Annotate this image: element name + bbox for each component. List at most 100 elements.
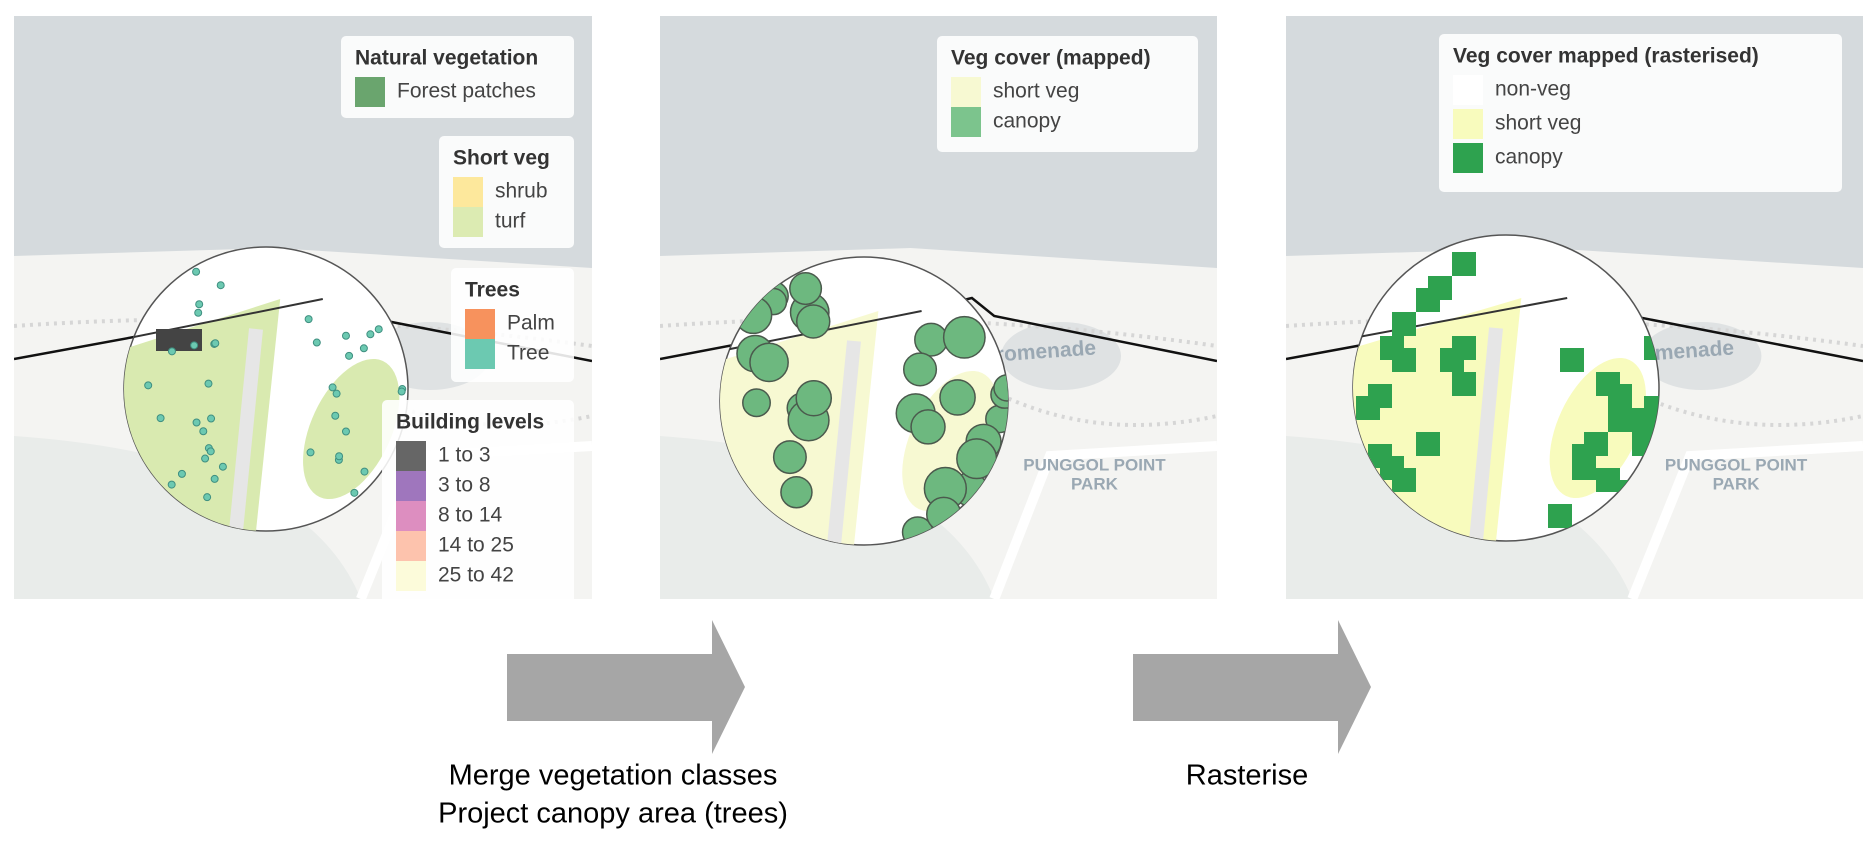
pond	[1641, 322, 1762, 390]
raster-cell	[1380, 384, 1392, 396]
raster-cell	[1608, 408, 1620, 420]
tree	[206, 447, 215, 456]
raster-cell	[1380, 444, 1392, 456]
legend-box	[341, 36, 574, 118]
raster-cell	[1464, 252, 1476, 264]
raster-cell	[1428, 276, 1440, 288]
path-strip	[827, 340, 861, 545]
raster-cell	[1632, 432, 1644, 444]
tree	[195, 300, 204, 309]
raster-cell	[1392, 324, 1404, 336]
lens-content	[124, 267, 407, 531]
raster-cell	[1464, 336, 1476, 348]
raster-cell	[1608, 420, 1620, 432]
raster-cell	[1380, 456, 1392, 468]
tree	[144, 381, 153, 390]
veg-area	[303, 358, 400, 500]
footpath	[660, 317, 1217, 348]
raster-cell	[1572, 444, 1584, 456]
legend-swatch	[396, 531, 426, 561]
tree	[366, 330, 375, 339]
raster-cell	[1596, 372, 1608, 384]
legend-label: canopy	[993, 110, 1061, 133]
raster-cell	[1644, 396, 1656, 408]
legend-swatch	[396, 471, 426, 501]
legend-title: Building levels	[396, 411, 544, 434]
raster-cell	[1632, 420, 1644, 432]
raster-cell	[1452, 372, 1464, 384]
arrow	[507, 620, 745, 754]
raster-cell	[1392, 480, 1404, 492]
legend-label: short veg	[1495, 112, 1581, 135]
map-label: PUNGGOL POINT	[1023, 455, 1166, 474]
tree	[167, 347, 176, 356]
raster-cell	[1608, 372, 1620, 384]
canopy	[742, 388, 771, 418]
lens-content	[720, 272, 1008, 545]
canopy	[902, 352, 938, 387]
legend: Building levels 1 to 3 3 to 8 8 to 14 14 to …	[382, 400, 574, 599]
tree	[341, 427, 350, 436]
legend-swatch	[453, 177, 483, 207]
raster-cell	[1608, 480, 1620, 492]
raster-cell	[1452, 360, 1464, 372]
legend-title: Veg cover mapped (rasterised)	[1453, 45, 1759, 68]
raster-cell	[1380, 396, 1392, 408]
tree	[374, 325, 383, 334]
raster-cell	[1644, 348, 1656, 360]
tree	[192, 267, 201, 276]
legend: Trees Palm Tree	[451, 268, 574, 382]
road	[989, 441, 1217, 599]
legend-label: Palm	[507, 312, 555, 335]
legend-label: 14 to 25	[438, 534, 514, 557]
raster-cell	[1380, 336, 1392, 348]
legend-title: Trees	[465, 279, 520, 302]
tree	[216, 281, 225, 290]
raster-cell	[1548, 516, 1560, 528]
raster-cell	[1404, 360, 1416, 372]
tree	[194, 308, 203, 317]
legend-swatch	[396, 501, 426, 531]
arrow-caption: Merge vegetation classes	[449, 760, 778, 792]
tree	[341, 331, 350, 340]
tree	[312, 338, 321, 347]
tree	[204, 379, 213, 388]
tree	[210, 474, 219, 483]
raster-cell	[1356, 396, 1368, 408]
tree	[199, 427, 208, 436]
legend-label: turf	[495, 210, 526, 233]
raster-cell	[1356, 408, 1368, 420]
legend: Short veg shrub turf	[439, 136, 574, 248]
park-area	[14, 436, 361, 599]
raster-cell	[1404, 348, 1416, 360]
raster-cell	[1560, 504, 1572, 516]
raster-cell	[1392, 468, 1404, 480]
raster-cell	[1560, 360, 1572, 372]
map-label: PARK	[1071, 474, 1119, 493]
tree	[304, 315, 313, 324]
raster-cell	[1620, 408, 1632, 420]
raster-cell	[1596, 444, 1608, 456]
tree	[167, 480, 176, 489]
legend-title: Natural vegetation	[355, 47, 538, 70]
legend-label: non-veg	[1495, 78, 1571, 101]
legend-swatch	[951, 77, 981, 107]
raster-cell	[1584, 444, 1596, 456]
tree	[177, 469, 186, 478]
raster-cell	[1404, 312, 1416, 324]
arrow-caption: Project canopy area (trees)	[438, 798, 788, 830]
raster-cell	[1608, 468, 1620, 480]
raster-cell	[1368, 444, 1380, 456]
tree	[201, 454, 210, 463]
raster-cell	[1404, 480, 1416, 492]
raster-cell	[1584, 468, 1596, 480]
raster-cell	[1404, 468, 1416, 480]
canopy	[795, 304, 831, 339]
tree	[156, 414, 165, 423]
canopy	[795, 379, 833, 417]
raster-cell	[1644, 408, 1656, 420]
raster-cell	[1584, 432, 1596, 444]
canopy	[772, 440, 807, 475]
raster-cell	[1404, 324, 1416, 336]
